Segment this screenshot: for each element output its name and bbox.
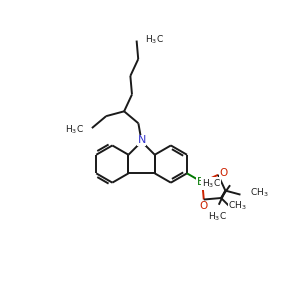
- Text: CH$_3$: CH$_3$: [228, 200, 247, 212]
- Text: H$_3$C: H$_3$C: [145, 34, 164, 46]
- Text: H$_3$C: H$_3$C: [202, 178, 220, 190]
- Text: H$_3$C: H$_3$C: [64, 123, 83, 136]
- Text: O: O: [199, 201, 207, 211]
- Text: B: B: [197, 177, 205, 187]
- Text: N: N: [137, 135, 146, 145]
- Text: H$_3$C: H$_3$C: [208, 210, 227, 223]
- Text: CH$_3$: CH$_3$: [250, 187, 269, 200]
- Text: O: O: [219, 168, 228, 178]
